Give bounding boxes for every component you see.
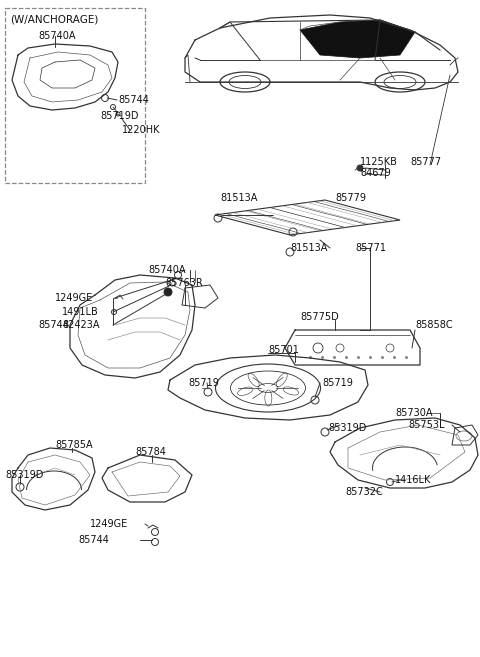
Text: 85740A: 85740A bbox=[38, 31, 75, 41]
Text: 1249GE: 1249GE bbox=[90, 519, 128, 529]
Text: 85777: 85777 bbox=[410, 157, 441, 167]
Text: 85744: 85744 bbox=[78, 535, 109, 545]
Text: 85719: 85719 bbox=[188, 378, 219, 388]
Circle shape bbox=[166, 290, 170, 294]
Text: 1125KB: 1125KB bbox=[360, 157, 398, 167]
Circle shape bbox=[164, 288, 172, 296]
Circle shape bbox=[357, 165, 363, 171]
Text: 1491LB: 1491LB bbox=[62, 307, 99, 317]
Polygon shape bbox=[300, 20, 415, 58]
Text: 85740A: 85740A bbox=[148, 265, 185, 275]
Text: 85784: 85784 bbox=[135, 447, 166, 457]
Text: 85744: 85744 bbox=[38, 320, 69, 330]
Text: 81513A: 81513A bbox=[220, 193, 257, 203]
Text: 85319D: 85319D bbox=[5, 470, 43, 480]
Text: 85719D: 85719D bbox=[100, 111, 139, 121]
Text: 85858C: 85858C bbox=[415, 320, 453, 330]
Text: 85779: 85779 bbox=[335, 193, 366, 203]
Text: 85785A: 85785A bbox=[55, 440, 93, 450]
Text: 1416LK: 1416LK bbox=[395, 475, 432, 485]
Text: 85730A: 85730A bbox=[395, 408, 432, 418]
Text: 84679: 84679 bbox=[360, 168, 391, 178]
Text: 85732C: 85732C bbox=[345, 487, 383, 497]
Text: 85319D: 85319D bbox=[328, 423, 366, 433]
Text: 82423A: 82423A bbox=[62, 320, 99, 330]
Bar bbox=[5, 8, 145, 183]
Text: 85744: 85744 bbox=[118, 95, 149, 105]
Text: 85775D: 85775D bbox=[300, 312, 339, 322]
Text: 1249GE: 1249GE bbox=[55, 293, 93, 303]
Text: 81513A: 81513A bbox=[290, 243, 327, 253]
Text: 1220HK: 1220HK bbox=[122, 125, 160, 135]
Text: 85719: 85719 bbox=[322, 378, 353, 388]
Text: (W/ANCHORAGE): (W/ANCHORAGE) bbox=[10, 15, 98, 25]
Text: 85763R: 85763R bbox=[165, 278, 203, 288]
Text: 85753L: 85753L bbox=[408, 420, 444, 430]
Text: 85771: 85771 bbox=[355, 243, 386, 253]
Text: 85701: 85701 bbox=[268, 345, 299, 355]
